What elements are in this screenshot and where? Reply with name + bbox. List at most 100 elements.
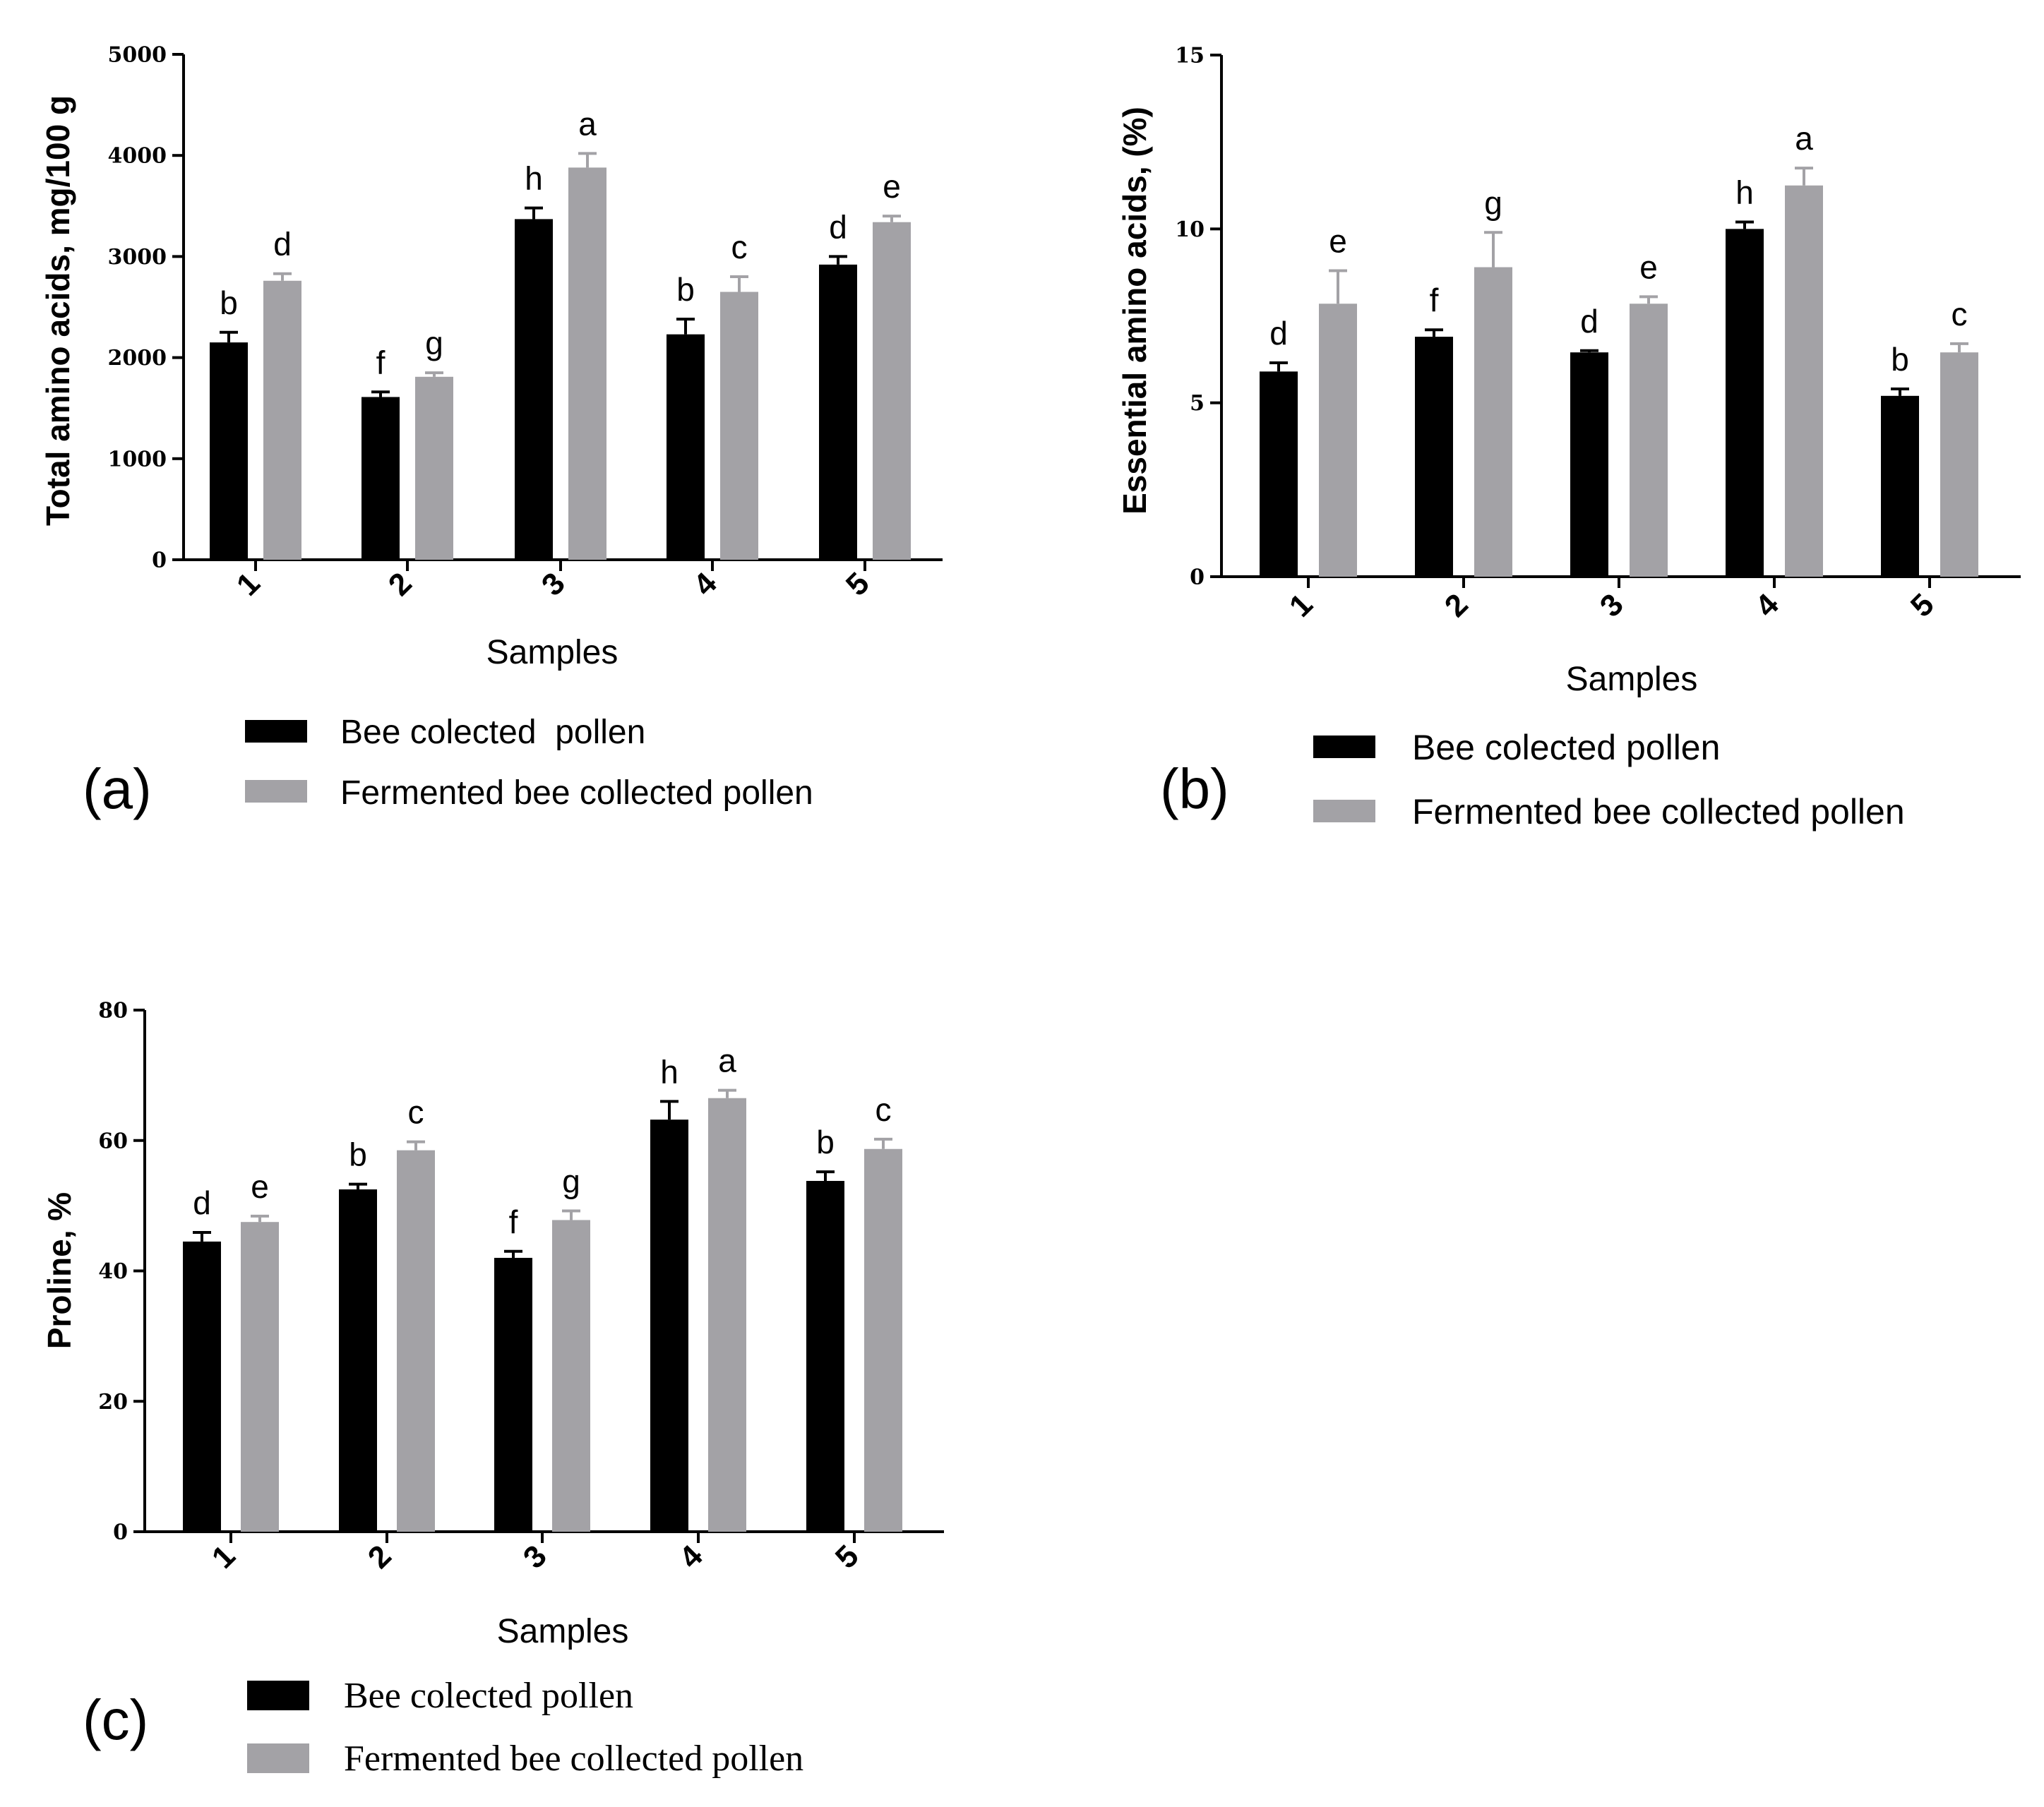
y-tick-label: 4000 (108, 144, 167, 169)
significance-letter: g (562, 1163, 580, 1200)
significance-letter: d (1269, 315, 1288, 352)
bar (1881, 395, 1919, 577)
bar (339, 1189, 377, 1532)
significance-letter: d (273, 226, 292, 263)
bar (650, 1119, 688, 1532)
legend-swatch-fermented (247, 1743, 309, 1773)
bar (515, 219, 553, 560)
bar (415, 376, 453, 560)
y-tick-label: 5000 (108, 43, 167, 68)
bar (1630, 304, 1668, 577)
x-tick-label: 5 (829, 1539, 866, 1575)
significance-letter: d (1580, 303, 1598, 340)
x-tick-label: 5 (1904, 587, 1941, 624)
bar (210, 342, 248, 560)
y-tick-label: 0 (1190, 565, 1205, 590)
y-axis-title: Essential amino acids, (%) (1116, 107, 1153, 515)
significance-letter: c (408, 1094, 424, 1131)
significance-letter: b (816, 1124, 835, 1160)
bar (1940, 352, 1978, 577)
y-tick-label: 80 (98, 999, 128, 1023)
panel-label: (b) (1160, 757, 1229, 820)
bar (873, 222, 911, 560)
significance-letter: e (1639, 248, 1658, 285)
legend-label-bee: Bee colected pollen (344, 1676, 633, 1716)
y-tick-label: 10 (1175, 217, 1205, 242)
bar (552, 1220, 590, 1532)
panel-label: (a) (83, 757, 152, 820)
legend-swatch-bee (247, 1681, 309, 1710)
significance-letters: d f d h b e g e a c (1269, 120, 1967, 378)
significance-letter: e (883, 168, 901, 205)
significance-letter: a (718, 1043, 736, 1079)
significance-letter: h (1735, 174, 1754, 210)
significance-letter: c (1952, 296, 1968, 332)
y-axis-title: Total amino acids, mg/100 g (40, 95, 76, 526)
legend-label-fermented: Fermented bee collected pollen (344, 1739, 803, 1779)
x-tick-label: 4 (687, 565, 724, 602)
significance-letter: a (578, 105, 597, 142)
y-tick-label: 40 (98, 1259, 128, 1284)
bar (1726, 229, 1764, 577)
bar (720, 292, 758, 560)
legend-swatch-bee (245, 720, 307, 743)
bar (263, 280, 301, 560)
significance-letter: c (731, 229, 748, 265)
y-axis: 0 20 40 60 80 (98, 999, 146, 1545)
y-tick-label: 3000 (108, 245, 167, 270)
bar (1570, 352, 1608, 577)
x-tick-label: 2 (361, 1539, 398, 1575)
bar (494, 1258, 532, 1532)
significance-letter: f (376, 344, 386, 380)
legend: Bee colected pollen Fermented bee collec… (245, 714, 813, 812)
bar (1785, 185, 1823, 577)
significance-letter: b (220, 284, 238, 321)
x-axis: 1 2 3 4 5 (1220, 575, 2021, 624)
y-tick-label: 15 (1175, 44, 1205, 68)
x-tick-label: 4 (673, 1538, 710, 1575)
significance-letter: b (349, 1136, 367, 1173)
y-tick-label: 0 (152, 548, 167, 573)
y-tick-label: 5 (1190, 391, 1205, 416)
bar (568, 167, 606, 560)
y-tick-label: 0 (113, 1520, 128, 1545)
legend: Bee colected pollen Fermented bee collec… (1313, 728, 1905, 832)
significance-letter: g (425, 325, 443, 361)
bar (667, 334, 705, 560)
x-tick-label: 1 (205, 1539, 242, 1575)
x-tick-label: 3 (517, 1539, 554, 1575)
significance-letter: h (660, 1053, 679, 1090)
panel-b: 0 5 10 15 1 2 3 4 5 d f d h b e g e a c Essential amino … (1116, 44, 2021, 832)
y-tick-label: 60 (98, 1129, 128, 1153)
x-tick-label: 3 (535, 566, 572, 603)
legend-swatch-fermented (1313, 800, 1375, 822)
x-tick-label: 3 (1594, 587, 1630, 624)
bar (1319, 304, 1357, 577)
significance-letter: e (251, 1168, 269, 1205)
legend-swatch-fermented (245, 780, 307, 803)
bar (361, 397, 400, 560)
significance-letter: g (1484, 184, 1502, 221)
x-tick-label: 1 (230, 566, 267, 603)
legend: Bee colected pollen Fermented bee collec… (247, 1676, 803, 1779)
bar (397, 1150, 435, 1532)
significance-letter: f (509, 1203, 518, 1240)
x-axis-title: Samples (497, 1613, 629, 1650)
legend-label-fermented: Fermented bee collected pollen (1412, 792, 1905, 832)
significance-letter: b (676, 271, 695, 308)
significance-letter: d (193, 1184, 211, 1221)
significance-letter: c (875, 1091, 892, 1128)
bars (1260, 167, 1978, 577)
bar (819, 264, 857, 560)
x-axis: 1 2 3 4 5 (182, 558, 943, 603)
significance-letter: a (1795, 120, 1813, 157)
x-tick-label: 2 (382, 566, 419, 603)
legend-swatch-bee (1313, 736, 1375, 758)
x-tick-label: 2 (1438, 587, 1475, 624)
bar (183, 1241, 221, 1532)
x-axis-title: Samples (1566, 661, 1698, 698)
x-axis-title: Samples (486, 634, 618, 671)
